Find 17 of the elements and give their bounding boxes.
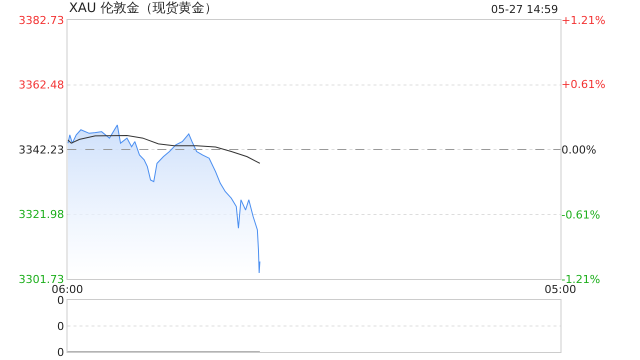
y-tick-label: 0 — [57, 294, 64, 307]
text: 05-27 14:59 — [491, 3, 558, 16]
y-tick-label: 0 — [57, 320, 64, 333]
chart-title: XAU 伦敦金（现货黄金） — [69, 1, 218, 16]
x-tick-label: 05:00 — [544, 283, 576, 296]
y-tick-label: 3321.98 — [18, 208, 64, 222]
y2-tick-label: -0.61% — [561, 208, 600, 222]
y-tick-label: 3362.48 — [18, 78, 64, 92]
y2-tick-label: +0.61% — [561, 78, 606, 92]
y-tick-label: 3342.23 — [18, 143, 64, 156]
y-tick-label: 3382.73 — [18, 14, 64, 27]
x-tick-label: 06:00 — [51, 283, 84, 296]
y2-tick-label: +1.21% — [561, 14, 606, 27]
y2-tick-label: -1.21% — [561, 272, 600, 286]
y-tick-label: 3301.73 — [18, 272, 64, 286]
y2-tick-label: 0.00% — [561, 143, 596, 156]
y-tick-label: 0 — [57, 346, 64, 359]
